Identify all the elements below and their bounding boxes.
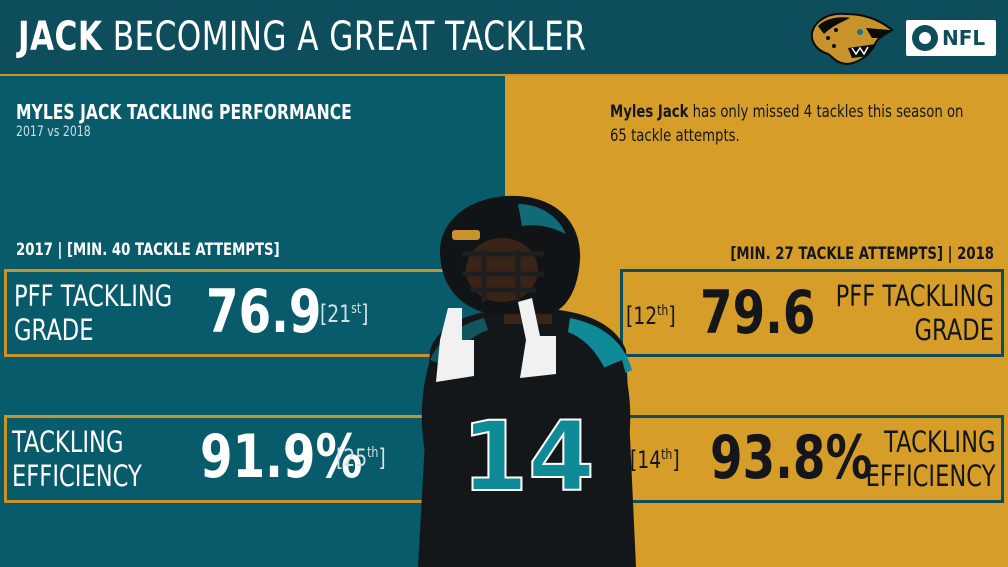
grade-box-2018: [620, 269, 1004, 357]
r-grade-rank-open: [12: [626, 302, 658, 330]
left-panel-2017: [0, 76, 505, 567]
page-title: JACK BECOMING A GREAT TACKLER: [18, 14, 586, 60]
efficiency-label-line2: EFFICIENCY: [12, 459, 142, 493]
note-rest: has only missed 4 tackles this season on…: [610, 102, 964, 146]
jaguar-logo: [810, 12, 894, 66]
header-bar: JACK BECOMING A GREAT TACKLER NFL: [0, 0, 1008, 76]
efficiency-value-2017: 91.9%: [200, 422, 363, 492]
grade-label-line1: PFF TACKLING: [14, 279, 173, 313]
note-bold: Myles Jack: [610, 102, 689, 122]
grade-label-2017: PFF TACKLING GRADE: [14, 279, 172, 347]
r-efficiency-label-line2: EFFICIENCY: [866, 459, 996, 493]
r-eff-rank-open: [14: [630, 446, 662, 474]
title-rest: BECOMING A GREAT TACKLER: [102, 14, 587, 60]
eff-rank-close: ]: [378, 444, 386, 472]
eff-rank-open: [25: [336, 444, 368, 472]
r-grade-label-line2: GRADE: [914, 313, 994, 347]
performance-title: MYLES JACK TACKLING PERFORMANCE: [16, 100, 352, 124]
efficiency-value-2018: 93.8%: [710, 423, 873, 493]
season-note: Myles Jack has only missed 4 tackles thi…: [610, 100, 977, 148]
jersey-number: 14: [461, 401, 595, 513]
r-efficiency-label-line1: TACKLING: [884, 425, 996, 459]
cbs-nfl-badge: NFL: [906, 20, 996, 56]
r-eff-rank-sup: th: [661, 447, 673, 463]
player-illustration: 14: [418, 195, 636, 567]
label-2017: 2017 | [MIN. 40 TACKLE ATTEMPTS]: [16, 240, 280, 260]
efficiency-label-2018: TACKLING EFFICIENCY: [866, 425, 996, 493]
grade-label-2018: PFF TACKLING GRADE: [836, 279, 994, 347]
r-grade-rank-close: ]: [668, 302, 676, 330]
grade-rank-2018: [12th]: [626, 302, 676, 330]
efficiency-label-2017: TACKLING EFFICIENCY: [12, 425, 142, 493]
cbs-eye-icon: [912, 25, 938, 51]
title-bold: JACK: [18, 14, 103, 60]
efficiency-rank-2017: [25th]: [336, 444, 386, 472]
r-grade-label-line1: PFF TACKLING: [835, 279, 994, 313]
eff-rank-sup: th: [367, 445, 379, 461]
grade-value-2017: 76.9: [206, 277, 322, 347]
grade-rank-2017: [21st]: [320, 300, 368, 328]
grade-label-line2: GRADE: [14, 313, 94, 347]
grade-value-2018: 79.6: [700, 278, 816, 348]
performance-subtitle: 2017 vs 2018: [16, 124, 91, 140]
grade-rank-sup: st: [351, 301, 362, 317]
grade-rank-open: [21: [320, 300, 352, 328]
r-grade-rank-sup: th: [657, 303, 669, 319]
nfl-text: NFL: [942, 26, 986, 50]
efficiency-rank-2018: [14th]: [630, 446, 680, 474]
grade-rank-close: ]: [361, 300, 369, 328]
r-eff-rank-close: ]: [672, 446, 680, 474]
efficiency-label-line1: TACKLING: [12, 425, 124, 459]
label-2018: [MIN. 27 TACKLE ATTEMPTS] | 2018: [730, 244, 994, 264]
